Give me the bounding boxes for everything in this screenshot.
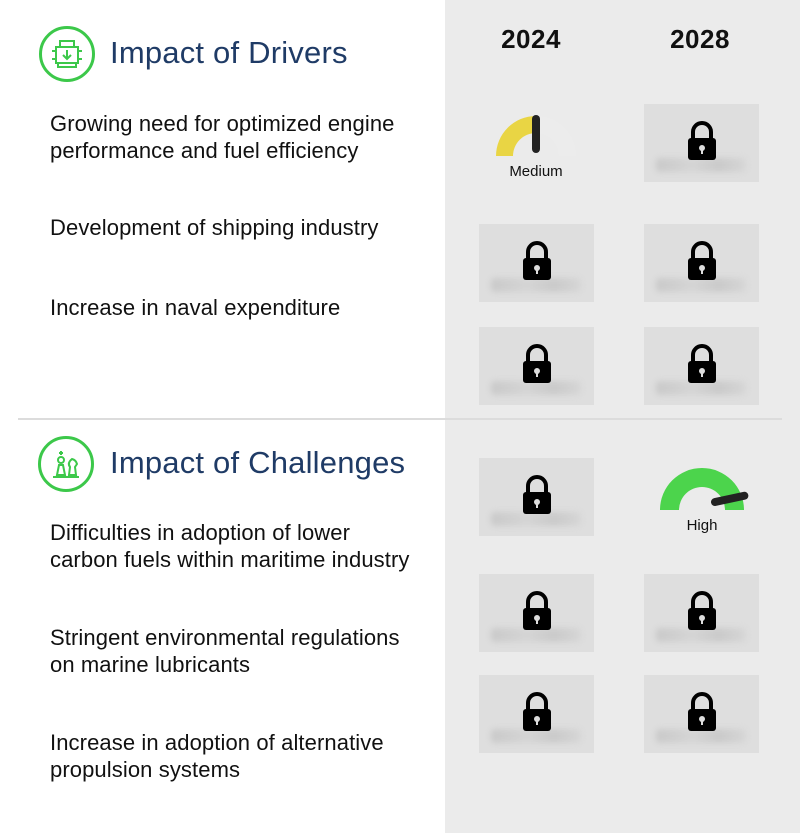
- lock-icon: [685, 590, 719, 637]
- drivers-title: Impact of Drivers: [110, 35, 348, 70]
- locked-cell[interactable]: [479, 574, 594, 652]
- challenge-item: Increase in adoption of alternative prop…: [50, 730, 384, 782]
- challenges-title: Impact of Challenges: [110, 445, 406, 480]
- driver-item: Increase in naval expenditure: [50, 295, 341, 320]
- lock-icon: [685, 691, 719, 738]
- lock-icon: [685, 120, 719, 167]
- lock-icon: [685, 343, 719, 390]
- locked-cell[interactable]: [644, 675, 759, 753]
- challenge-item: Difficulties in adoption of lower carbon…: [50, 520, 410, 572]
- section-divider: [18, 418, 782, 420]
- gauge-high: High: [652, 466, 752, 534]
- driver-item: Development of shipping industry: [50, 215, 379, 240]
- lock-icon: [520, 240, 554, 287]
- locked-cell[interactable]: [644, 574, 759, 652]
- locked-cell[interactable]: [479, 224, 594, 302]
- lock-icon: [520, 590, 554, 637]
- challenge-item: Stringent environmental regulations on m…: [50, 625, 400, 677]
- gauge-label: High: [686, 517, 718, 534]
- lock-icon: [520, 691, 554, 738]
- locked-cell[interactable]: [479, 458, 594, 536]
- locked-cell[interactable]: [644, 327, 759, 405]
- locked-cell[interactable]: [479, 675, 594, 753]
- year-header-2024: 2024: [501, 24, 561, 54]
- year-header-2028: 2028: [670, 24, 730, 54]
- locked-cell[interactable]: [644, 104, 759, 182]
- gauge-medium: Medium: [486, 112, 586, 180]
- engine-icon: [39, 26, 95, 82]
- gauge-label: Medium: [509, 163, 563, 180]
- lock-icon: [520, 474, 554, 521]
- chess-icon: [38, 436, 94, 492]
- lock-icon: [520, 343, 554, 390]
- locked-cell[interactable]: [479, 327, 594, 405]
- driver-item: Growing need for optimized engine perfor…: [50, 111, 395, 163]
- lock-icon: [685, 240, 719, 287]
- locked-cell[interactable]: [644, 224, 759, 302]
